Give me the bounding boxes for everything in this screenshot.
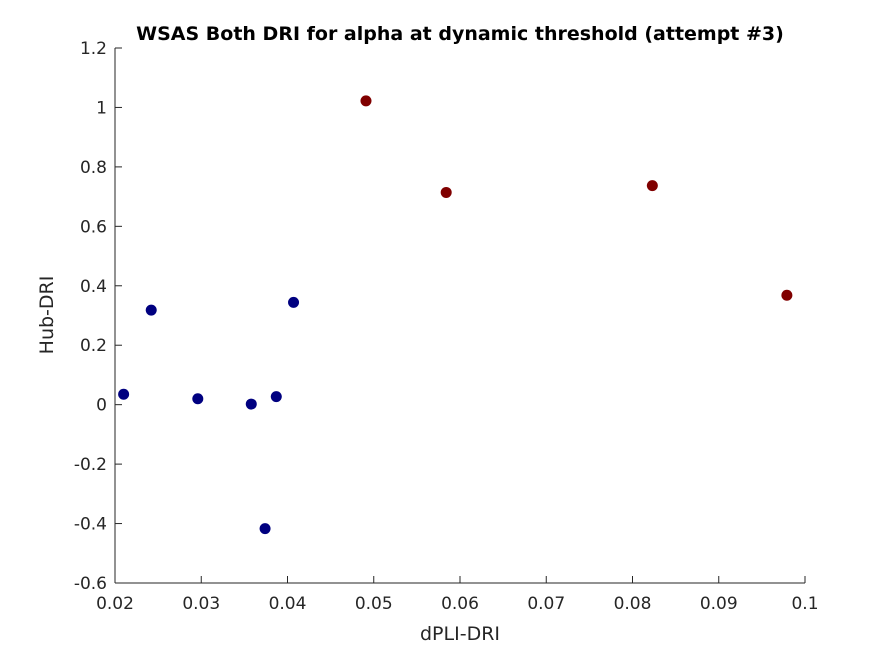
x-tick-label: 0.09 — [700, 594, 738, 614]
y-tick-label: 0 — [96, 396, 107, 416]
x-tick-label: 0.02 — [96, 594, 134, 614]
y-tick-label: 0.4 — [80, 277, 107, 297]
y-tick-label: 1 — [96, 98, 107, 118]
x-axis-label: dPLI-DRI — [420, 623, 500, 645]
x-tick-label: 0.06 — [441, 594, 479, 614]
y-tick-label: 1.2 — [80, 39, 107, 59]
x-tick-label: 0.08 — [614, 594, 652, 614]
data-point-s1-2 — [646, 180, 658, 192]
data-point-s1-0 — [360, 95, 372, 107]
data-point-s0-1 — [145, 304, 157, 316]
data-points — [118, 95, 793, 535]
plot-area — [115, 48, 805, 583]
y-tick-label: 0.8 — [80, 158, 107, 178]
data-point-s0-3 — [245, 398, 257, 410]
y-tick-label: -0.4 — [74, 515, 107, 535]
x-tick-label: 0.05 — [355, 594, 393, 614]
data-point-s0-6 — [288, 296, 300, 308]
y-tick-label: 0.6 — [80, 217, 107, 237]
axes: 0.02 0.03 0.04 0.05 0.06 0.07 0.08 0.09 0.1 -0.6 -… — [74, 39, 819, 614]
data-point-s0-2 — [192, 393, 204, 405]
chart-title: WSAS Both DRI for alpha at dynamic thres… — [136, 23, 784, 45]
y-tick-label: -0.2 — [74, 455, 107, 475]
y-tick-label: 0.2 — [80, 336, 107, 356]
data-point-s0-5 — [270, 391, 282, 403]
y-tick-label: -0.6 — [74, 574, 107, 594]
x-tick-label: 0.07 — [527, 594, 565, 614]
data-point-s1-3 — [781, 289, 793, 301]
x-tick-label: 0.03 — [182, 594, 220, 614]
x-tick-label: 0.04 — [269, 594, 307, 614]
y-axis-label: Hub-DRI — [36, 276, 58, 355]
data-point-s0-4 — [259, 523, 271, 535]
x-tick-label: 0.1 — [791, 594, 818, 614]
data-point-s0-0 — [118, 388, 130, 400]
data-point-s1-1 — [440, 186, 452, 198]
